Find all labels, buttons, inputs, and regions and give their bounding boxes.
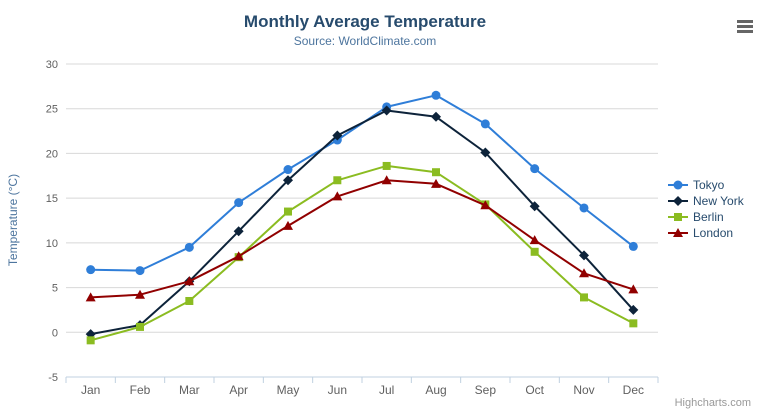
x-axis-label: Jul — [379, 383, 394, 397]
legend-marker-square-icon — [668, 213, 688, 221]
legend-item-berlin[interactable]: Berlin — [668, 209, 744, 225]
point-london-jun[interactable] — [332, 191, 343, 201]
legend-item-tokyo[interactable]: Tokyo — [668, 177, 744, 193]
x-axis-label: Mar — [179, 383, 200, 397]
point-new-york-nov[interactable] — [579, 250, 589, 261]
point-tokyo-aug[interactable] — [431, 90, 441, 100]
x-axis-label: Aug — [425, 383, 446, 397]
y-axis-label: 30 — [46, 59, 58, 71]
legend: Tokyo New York Berlin London — [668, 177, 744, 241]
x-axis-label: Apr — [229, 383, 248, 397]
x-axis-label: Dec — [623, 383, 644, 397]
point-berlin-nov[interactable] — [580, 293, 588, 302]
point-new-york-oct[interactable] — [529, 201, 540, 212]
legend-label: London — [693, 226, 734, 240]
point-london-jan[interactable] — [85, 292, 96, 302]
point-london-mar[interactable] — [184, 276, 195, 286]
chart-subtitle: Source: WorldClimate.com — [293, 34, 437, 48]
point-new-york-may[interactable] — [283, 175, 293, 186]
point-london-oct[interactable] — [529, 235, 540, 245]
point-tokyo-sep[interactable] — [480, 119, 490, 129]
point-berlin-feb[interactable] — [136, 322, 144, 331]
point-berlin-jul[interactable] — [382, 161, 391, 170]
legend-marker-circle-icon — [668, 180, 688, 190]
y-axis-label: 25 — [46, 104, 58, 116]
chart-title: Monthly Average Temperature — [243, 12, 487, 31]
point-new-york-dec[interactable] — [628, 304, 639, 315]
point-berlin-aug[interactable] — [432, 168, 440, 177]
point-berlin-dec[interactable] — [629, 319, 638, 328]
x-axis-label: Jun — [328, 383, 347, 397]
series-line-tokyo — [89, 94, 635, 272]
hamburger-icon — [737, 19, 753, 33]
y-axis-label: -5 — [48, 372, 58, 384]
point-tokyo-jan[interactable] — [86, 265, 96, 275]
point-new-york-apr[interactable] — [233, 226, 244, 237]
point-tokyo-oct[interactable] — [530, 164, 540, 174]
legend-marker-diamond-icon — [668, 196, 688, 206]
point-new-york-aug[interactable] — [431, 111, 441, 122]
point-tokyo-nov[interactable] — [579, 203, 589, 213]
legend-item-new-york[interactable]: New York — [668, 193, 744, 209]
y-axis-label: 0 — [52, 327, 58, 339]
legend-label: New York — [693, 194, 744, 208]
point-berlin-jun[interactable] — [333, 176, 342, 185]
x-axis-label: Nov — [573, 383, 594, 397]
legend-item-london[interactable]: London — [668, 225, 744, 241]
x-axis-label: Oct — [525, 383, 544, 397]
series-line-london — [89, 179, 635, 299]
point-new-york-jul[interactable] — [381, 105, 392, 116]
y-axis-label: 5 — [52, 283, 58, 295]
context-menu-button[interactable] — [733, 16, 757, 36]
legend-marker-triangle-icon — [668, 228, 688, 237]
point-tokyo-mar[interactable] — [184, 242, 194, 252]
y-axis-label: 10 — [46, 238, 58, 250]
point-tokyo-may[interactable] — [283, 165, 293, 175]
point-london-apr[interactable] — [233, 251, 244, 261]
x-axis-label: May — [277, 383, 300, 397]
point-london-dec[interactable] — [628, 284, 639, 294]
point-berlin-jan[interactable] — [86, 336, 95, 345]
point-london-jul[interactable] — [381, 175, 392, 185]
series-line-new-york — [89, 109, 635, 336]
x-axis-label: Feb — [130, 383, 151, 397]
point-new-york-jun[interactable] — [332, 130, 343, 141]
point-london-may[interactable] — [283, 220, 293, 230]
credits-link[interactable]: Highcharts.com — [674, 397, 751, 409]
legend-label: Tokyo — [693, 178, 725, 192]
x-axis-label: Jan — [81, 383, 100, 397]
point-berlin-oct[interactable] — [530, 247, 539, 256]
point-london-nov[interactable] — [579, 268, 589, 278]
legend-label: Berlin — [693, 210, 724, 224]
point-tokyo-feb[interactable] — [135, 266, 145, 276]
point-new-york-sep[interactable] — [480, 147, 491, 158]
point-tokyo-apr[interactable] — [234, 198, 244, 208]
point-london-aug[interactable] — [431, 178, 441, 188]
series-line-berlin — [89, 164, 635, 342]
x-axis-label: Sep — [475, 383, 497, 397]
point-london-sep[interactable] — [480, 200, 491, 210]
y-axis-label: 15 — [46, 193, 58, 205]
point-berlin-may[interactable] — [284, 207, 292, 216]
point-tokyo-dec[interactable] — [628, 241, 638, 251]
y-axis-label: 20 — [46, 148, 58, 160]
point-berlin-mar[interactable] — [185, 296, 194, 305]
point-london-feb[interactable] — [135, 289, 145, 299]
